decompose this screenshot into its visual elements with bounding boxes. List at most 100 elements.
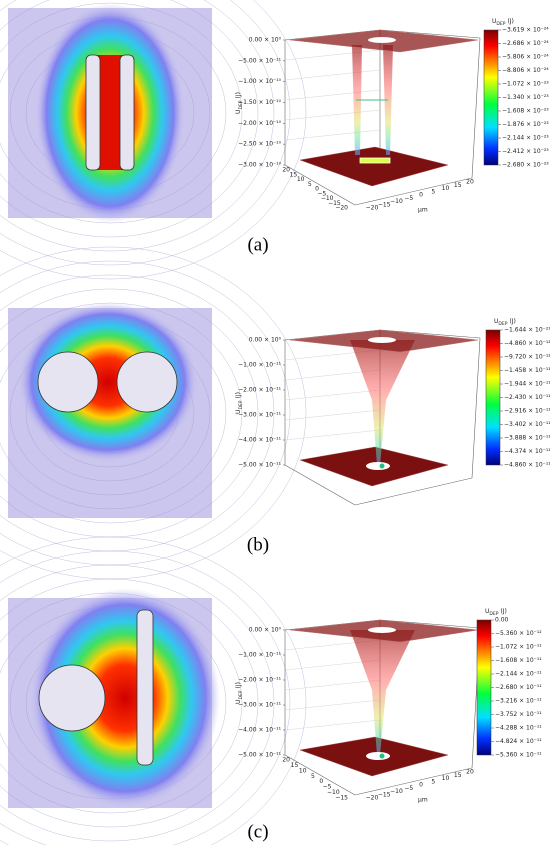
axis1-tick-label: 0: [319, 778, 323, 785]
field-line: [0, 578, 259, 828]
z-tick-label: −2.00 × 10⁻¹⁰: [238, 120, 281, 127]
colorbar-tick-label: −4.824 × 10⁻¹¹: [495, 738, 542, 745]
z-axis-title: UDEP (J): [235, 682, 244, 704]
unit: (J): [235, 92, 242, 98]
panel-label: (b): [247, 534, 269, 555]
electrode: [116, 351, 178, 413]
subscript: DEP: [238, 100, 244, 109]
axis1-tick-label: −5: [317, 190, 326, 197]
unit: (J): [235, 392, 242, 398]
colorbar-tick-label: −3.402 × 10⁻¹¹: [504, 421, 550, 428]
colorbar-tick-label: −1.944 × 10⁻¹¹: [504, 381, 550, 388]
z-tick-label: −3.00 × 10⁻¹⁰: [238, 162, 281, 169]
colorbar-tick-label: −1.458 × 10⁻¹¹: [504, 367, 550, 374]
z-tick-label: −4.00 × 10⁻¹¹: [238, 727, 281, 734]
field-line: [0, 0, 259, 238]
symbol: U: [235, 700, 242, 704]
axis1-tick-label: 5: [311, 773, 315, 780]
right-edge: [471, 37, 481, 179]
colorbar-tick-label: −1.608 × 10⁻¹¹: [495, 657, 542, 664]
colorbar-tick-label: −2.412 × 10⁻²³: [502, 148, 549, 155]
field-line: [0, 564, 275, 842]
field-line: [0, 0, 307, 280]
field-line: [0, 0, 275, 252]
z-tick-label: −1.00 × 10⁻¹¹: [238, 362, 281, 369]
symbol: U: [235, 410, 242, 414]
axis2-tick-label: −5: [404, 195, 413, 202]
axis-unit: μm: [418, 207, 428, 214]
top-hole: [368, 337, 396, 343]
unit: (J): [507, 18, 513, 25]
front-edge: [354, 767, 473, 796]
symbol: U: [494, 318, 498, 325]
electrode: [37, 351, 99, 413]
axis2-tick-label: −5: [404, 785, 413, 792]
front-edge: [354, 177, 473, 206]
grid-line: [284, 699, 381, 711]
subscript: DEP: [238, 400, 244, 409]
front-edge: [354, 477, 473, 506]
colorbar: [485, 329, 501, 466]
colorbar-title: UDEP (J): [492, 18, 514, 27]
colorbar: [483, 29, 499, 166]
colorbar-tick-label: −4.860 × 10⁻¹¹: [504, 462, 550, 469]
axis1-tick-label: 5: [308, 181, 312, 188]
z-tick-label: 0.00 × 10⁰: [249, 37, 282, 44]
symbol: U: [485, 608, 489, 615]
colorbar-tick-label: −2.680 × 10⁻²³: [502, 162, 549, 169]
z-tick-label: −2.00 × 10⁻¹¹: [238, 677, 281, 684]
z-tick-label: −3.00 × 10⁻¹¹: [238, 702, 281, 709]
grid-line: [284, 89, 381, 101]
top-hole: [368, 37, 396, 43]
axis2-tick-label: −10: [390, 788, 403, 795]
axis2-tick-label: 5: [431, 778, 435, 785]
base-mark: [366, 752, 390, 760]
z-axis-title: UDEP (J): [235, 392, 244, 414]
z-tick-label: −5.00 × 10⁻¹¹: [238, 57, 281, 64]
z-tick-label: −5.00 × 10⁻¹¹: [238, 752, 281, 759]
subscript: DEP: [498, 321, 507, 327]
panel-label: (c): [247, 821, 268, 842]
field-line: [0, 0, 291, 266]
grid-line: [284, 109, 381, 121]
axis1-tick-label: 0: [315, 186, 319, 193]
axis1-tick-label: −5: [323, 784, 332, 791]
grid-line: [284, 389, 381, 401]
base-mark: [366, 462, 390, 470]
axis2-tick-label: 10: [442, 185, 450, 192]
surface-well: [350, 630, 415, 755]
z-tick-label: −4.00 × 10⁻¹¹: [238, 437, 281, 444]
colorbar-tick-label: −2.680 × 10⁻¹¹: [495, 684, 542, 691]
grid-line: [284, 69, 381, 81]
axis2-tick-label: 10: [442, 775, 450, 782]
axis1-tick-label: 20: [282, 757, 290, 764]
field-line: [0, 550, 291, 845]
axis1-tick-label: 10: [299, 767, 307, 774]
colorbar-tick-label: −4.374 × 10⁻¹¹: [504, 448, 550, 455]
axis1-tick-label: −15: [335, 795, 348, 802]
z-tick-label: 0.00 × 10⁰: [249, 337, 282, 344]
electrode: [119, 54, 135, 171]
electrode: [38, 664, 106, 732]
colorbar-tick-label: −2.916 × 10⁻¹¹: [504, 408, 550, 415]
electrode: [136, 609, 154, 766]
grid-line: [284, 429, 381, 441]
front-edge: [284, 754, 356, 796]
colorbar-tick-label: −5.806 × 10⁻²⁴: [502, 54, 549, 61]
colorbar-tick-label: −1.608 × 10⁻²³: [502, 108, 549, 115]
field-core: [96, 55, 124, 170]
z-tick-label: −1.50 × 10⁻¹⁰: [238, 99, 281, 106]
front-edge: [284, 464, 356, 506]
axis1-tick-label: −20: [335, 205, 348, 212]
grid-line: [284, 49, 381, 61]
axis2-tick-label: −10: [390, 198, 403, 205]
colorbar-tick-label: −8.806 × 10⁻²⁴: [502, 67, 549, 74]
colorbar-tick-label: −3.216 × 10⁻¹¹: [495, 698, 542, 705]
axis1-tick-label: −10: [327, 789, 340, 796]
axis1-tick-label: 10: [297, 176, 305, 183]
grid-line: [284, 409, 381, 421]
axis2-tick-label: 0: [419, 192, 423, 199]
axis1-tick-label: 20: [282, 167, 290, 174]
z-tick-label: −1.00 × 10⁻¹¹: [238, 652, 281, 659]
unit: (J): [509, 318, 515, 325]
